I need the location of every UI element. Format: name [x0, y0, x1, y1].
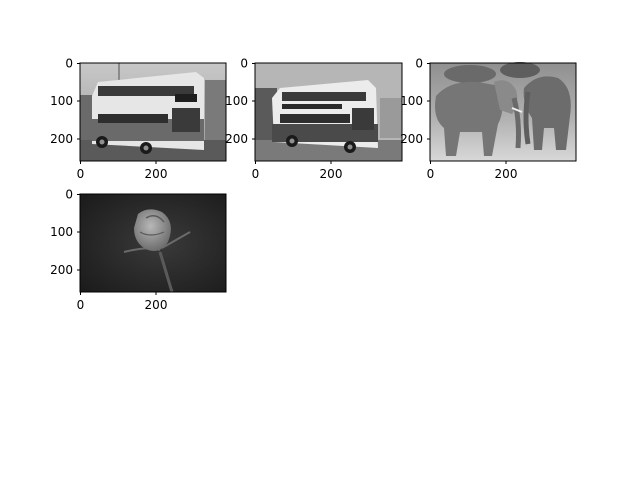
panel-bus-2: 0 100 200 0 200	[225, 57, 403, 181]
y-tick-label: 200	[400, 132, 423, 146]
panel-rose: 0 100 200 0 200	[50, 188, 227, 312]
x-tick-label: 0	[252, 167, 260, 181]
y-tick-label: 0	[415, 57, 423, 71]
x-tick-label: 0	[77, 167, 85, 181]
y-tick-label: 200	[50, 132, 73, 146]
axes-frame	[79, 62, 227, 162]
y-tick-label: 0	[65, 188, 73, 202]
y-tick-label: 200	[225, 132, 248, 146]
x-tick-label: 200	[145, 298, 168, 312]
y-ticks: 0 100 200	[400, 57, 430, 146]
x-tick-label: 200	[145, 167, 168, 181]
y-ticks: 0 100 200	[50, 188, 80, 277]
bus-1-image	[80, 63, 226, 161]
y-tick-label: 100	[50, 94, 73, 108]
y-ticks: 0 100 200	[50, 57, 80, 146]
x-ticks: 0 200	[77, 292, 168, 312]
panel-elephants: 0 100 200 0 200	[400, 57, 577, 181]
x-ticks: 0 200	[252, 161, 343, 181]
elephants-image	[430, 62, 576, 161]
panel-bus-1: 0 100 200 0 200	[50, 57, 227, 181]
rose-image	[80, 194, 226, 293]
x-tick-label: 200	[495, 167, 518, 181]
axes-frame	[429, 62, 577, 162]
y-tick-label: 100	[50, 225, 73, 239]
y-ticks: 0 100 200	[225, 57, 255, 146]
x-ticks: 0 200	[77, 161, 168, 181]
axes-frame	[254, 62, 403, 162]
x-ticks: 0 200	[427, 161, 518, 181]
y-tick-label: 100	[225, 94, 248, 108]
bus-2-image	[255, 63, 402, 161]
y-tick-label: 200	[50, 263, 73, 277]
x-tick-label: 0	[427, 167, 435, 181]
y-tick-label: 100	[400, 94, 423, 108]
y-tick-label: 0	[65, 57, 73, 71]
x-tick-label: 200	[320, 167, 343, 181]
y-tick-label: 0	[240, 57, 248, 71]
x-tick-label: 0	[77, 298, 85, 312]
axes-frame	[79, 193, 227, 293]
